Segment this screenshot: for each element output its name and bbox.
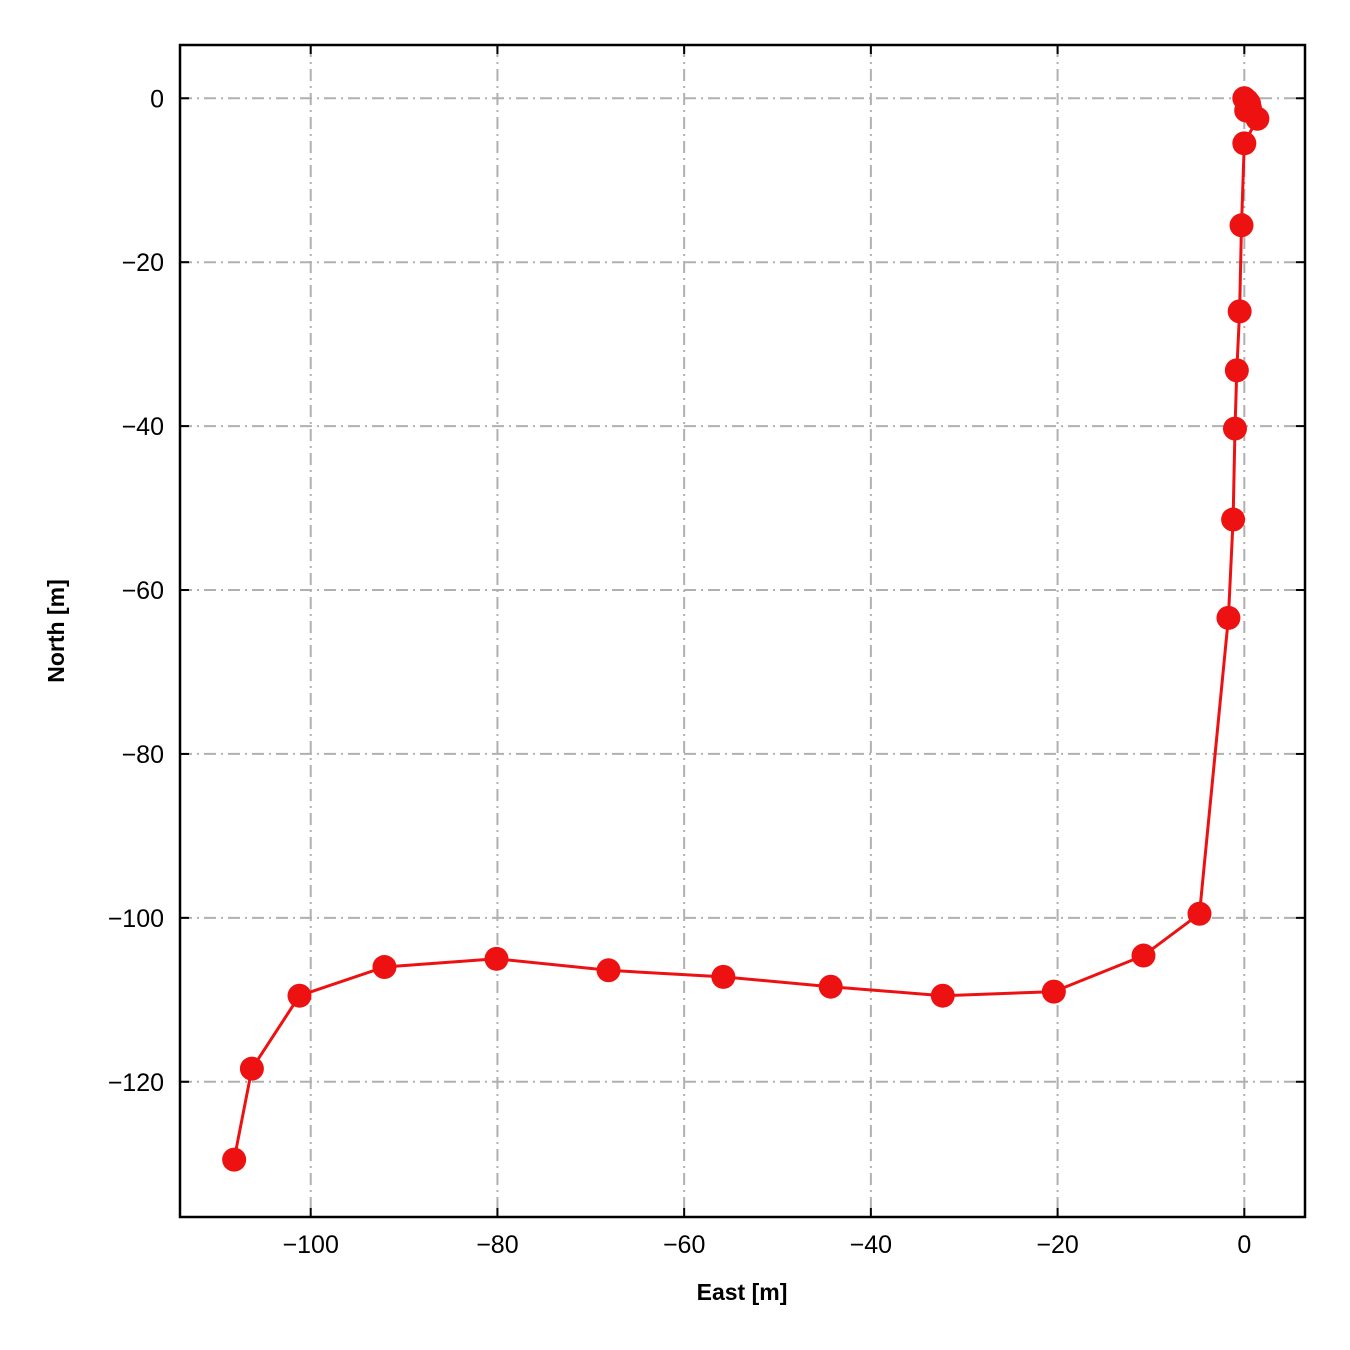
y-tick-label: −40 — [122, 413, 164, 441]
trajectory-point — [1221, 507, 1246, 532]
trajectory-point — [484, 946, 509, 971]
x-tick-label: −60 — [663, 1231, 705, 1259]
trajectory-point — [1232, 131, 1257, 156]
y-tick-label: −100 — [108, 905, 164, 933]
y-tick-label: −60 — [122, 577, 164, 605]
trajectory-point — [818, 974, 843, 999]
trajectory-point — [930, 983, 955, 1008]
grid-lines — [180, 45, 1305, 1217]
trajectory-point — [1222, 416, 1247, 441]
y-tick-label: −20 — [122, 249, 164, 277]
y-tick-label: 0 — [150, 85, 164, 113]
trajectory-point — [1041, 979, 1066, 1004]
x-tick-label: −40 — [850, 1231, 892, 1259]
trajectory-point — [372, 955, 397, 980]
y-tick-label: −120 — [108, 1069, 164, 1097]
y-tick-label: −80 — [122, 741, 164, 769]
trajectory-point — [711, 964, 736, 989]
trajectory-point — [1131, 943, 1156, 968]
x-tick-label: 0 — [1237, 1231, 1251, 1259]
trajectory-point — [1245, 106, 1270, 131]
y-axis-title: North [m] — [43, 579, 69, 682]
trajectory-point — [1224, 358, 1249, 383]
trajectory-point — [1216, 605, 1241, 630]
trajectory-point — [287, 983, 312, 1008]
trajectory-point — [596, 958, 621, 983]
trajectory-point — [239, 1056, 264, 1081]
axis-ticks: −100 −80 −60 −40 −20 0 0 −20 −40 −60 −80 −100 −120 — [108, 45, 1305, 1259]
x-tick-label: −100 — [283, 1231, 339, 1259]
trajectory-point — [1227, 299, 1252, 324]
x-tick-label: −80 — [476, 1231, 518, 1259]
series-layer — [222, 86, 1270, 1172]
x-axis-title: East [m] — [697, 1279, 788, 1305]
x-tick-label: −20 — [1036, 1231, 1078, 1259]
plot-frame — [178, 43, 1307, 1219]
trajectory-point — [222, 1147, 247, 1172]
trajectory-point — [1229, 213, 1254, 238]
trajectory-point — [1187, 901, 1212, 926]
